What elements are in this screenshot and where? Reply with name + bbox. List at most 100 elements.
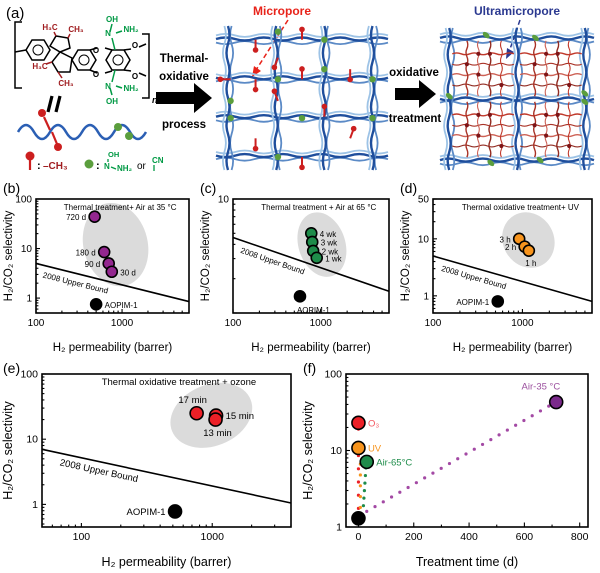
- methyl-dot-icon: [567, 82, 572, 88]
- ultramicropore-red-strand: [488, 101, 492, 158]
- y-axis-label: H₂/CO₂ selectivity: [1, 400, 15, 499]
- network-strand: [366, 25, 372, 171]
- y-tick-label: 50: [418, 195, 430, 206]
- methyl-dot-icon: [555, 51, 560, 56]
- network-strand: [373, 25, 379, 171]
- benzene-ring-3: [105, 49, 131, 71]
- panel-label: (f): [303, 360, 316, 376]
- highlight-ellipse: [82, 202, 149, 287]
- trail-dot: [406, 485, 410, 490]
- trail-dot: [431, 471, 435, 475]
- data-point-1 h: [522, 244, 536, 257]
- trail-dot: [456, 457, 460, 461]
- ultramicropore-red-strand: [452, 123, 515, 127]
- trail-dot: [423, 476, 427, 480]
- network-strand: [369, 25, 376, 171]
- x-tick-label: 100: [225, 318, 242, 329]
- point-label: 13 min: [203, 428, 232, 439]
- trail-dot: [363, 481, 367, 485]
- x-tick-label: 1000: [111, 318, 134, 329]
- network-strand: [446, 27, 452, 171]
- oxygen-label: O: [93, 46, 99, 55]
- plot-title: Thermal treatment + Air at 65 °C: [261, 203, 376, 212]
- y-tick-label: 10: [21, 244, 33, 255]
- legend-nh2: NH₂: [117, 164, 133, 173]
- data-point-180 d: [97, 245, 111, 259]
- x-axis-label: H₂ permeability (barrer): [102, 555, 232, 569]
- methyl-label: CH₃: [58, 79, 74, 88]
- y-tick-label: 1: [26, 294, 32, 305]
- data-point-13 min: [208, 412, 223, 427]
- trail-dot: [358, 484, 362, 488]
- amidoxime-dot-icon: [274, 76, 282, 83]
- trail-dot: [356, 480, 361, 484]
- amidoxime-dot-icon: [536, 156, 544, 164]
- point-label: 2 wk: [322, 247, 339, 256]
- network-strand: [325, 25, 331, 171]
- network-strand: [439, 35, 595, 41]
- network-strand: [439, 157, 595, 163]
- data-point-AOPIM-1: [89, 297, 103, 311]
- ultramicropore-red-strand: [476, 101, 480, 158]
- ultramicropore-red-strand: [556, 101, 560, 158]
- panel-a-scheme: (a) O O O O H₃C CH₃ H₃C CH₃: [0, 0, 600, 178]
- data-point-30 d: [105, 265, 119, 279]
- highlight-ellipse: [502, 212, 555, 268]
- ultramicropore-red-strand: [465, 40, 469, 97]
- amidoxime-dot-icon: [227, 97, 234, 105]
- network-strand: [578, 27, 584, 171]
- methyl-label: CH₃: [68, 25, 84, 34]
- trail-dot: [373, 505, 377, 509]
- y-tick-label: 10: [218, 195, 230, 206]
- structure-atom-labels: O O O O H₃C CH₃ H₃C CH₃ OH N NH₂ N NH₂ O…: [32, 15, 158, 106]
- methyl-dot-icon: [544, 72, 549, 77]
- data-point-Air-35 °C: [548, 394, 564, 410]
- point-label: 1 h: [525, 259, 536, 268]
- plot-frame: [232, 198, 390, 314]
- cyclopentane-ring-top: [48, 35, 71, 53]
- amidoxime-nh2: NH₂: [123, 25, 139, 34]
- trail-dot: [381, 500, 385, 504]
- panel-b-chart: (b) 2008 Upper Bound 100 1000 1 10 100 H₂ perme…: [0, 178, 197, 358]
- panel-label: (e): [3, 360, 20, 376]
- network-strand: [318, 25, 324, 171]
- trail-dot: [538, 409, 543, 413]
- network-strand: [215, 110, 389, 116]
- methyl-pin-icon: [38, 109, 46, 117]
- network-strand: [582, 27, 588, 171]
- methyl-dot-icon: [476, 51, 481, 56]
- panel-a-label: (a): [6, 5, 24, 22]
- upper-bound-line: [35, 262, 190, 303]
- amidoxime-dot-icon: [298, 114, 306, 122]
- y-tick-label: 10: [418, 234, 430, 245]
- plot-frame: [41, 373, 292, 528]
- point-label: AOPIM-1: [456, 298, 489, 307]
- trail-dot: [362, 489, 367, 493]
- data-point-AOPIM-1: [491, 295, 505, 308]
- plot-title: Thermal oxidative treatment + ozone: [102, 377, 256, 388]
- x-axis-label: H₂ permeability (barrer): [53, 342, 173, 354]
- methyl-dot-icon: [476, 112, 481, 117]
- network-strand: [443, 27, 448, 171]
- micropore-label: Micropore: [253, 4, 311, 18]
- data-point-AOPIM-1: [167, 504, 183, 519]
- micropore-pointer-line: [255, 19, 289, 71]
- ultramicropore-red-strand: [499, 40, 503, 97]
- legend-or: or: [137, 161, 147, 172]
- oxygen-label: O: [132, 72, 138, 81]
- scheme-legend: : –CH₃ : OH N NH₂ or CN: [25, 150, 164, 173]
- legend-cn: CN: [152, 156, 164, 165]
- ultramicropore-red-strand: [533, 40, 537, 97]
- point-label: 3 h: [500, 235, 511, 244]
- chart-selectivity-vs-time: (f) 0 200 400 600 800 1 10 100 Treatment time (d)…: [301, 360, 589, 569]
- upper-bound-line: [232, 236, 390, 293]
- ultramicropore-red-strand: [533, 101, 537, 158]
- trail-dot: [472, 447, 476, 451]
- polymer-structure: [14, 21, 150, 99]
- y-axis-label: H₂/CO₂ selectivity: [301, 400, 315, 499]
- amidoxime-dot-icon: [581, 90, 589, 97]
- repeat-unit-n: n: [152, 95, 158, 105]
- methyl-dot-icon: [464, 62, 469, 67]
- trail-dot: [464, 452, 468, 456]
